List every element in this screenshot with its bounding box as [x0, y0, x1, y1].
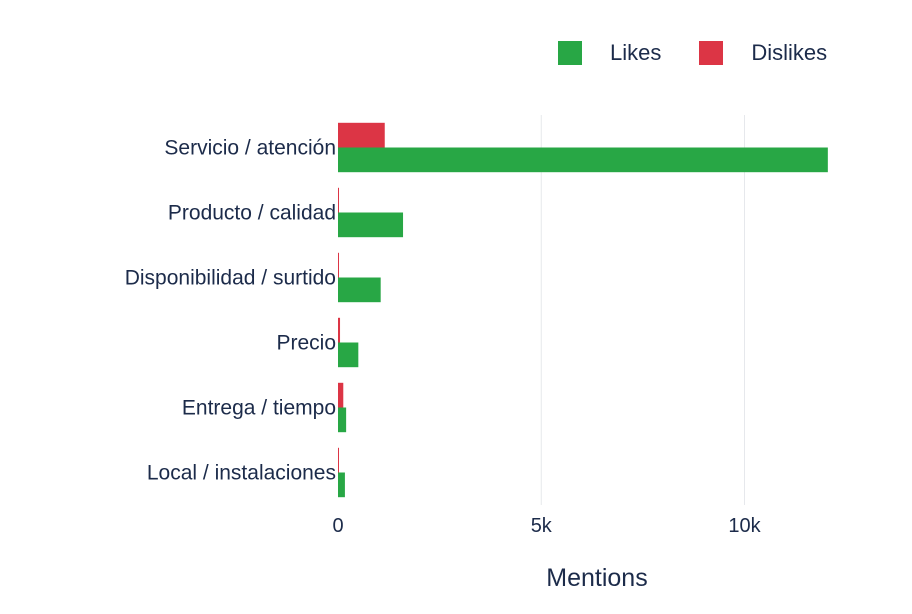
- category-labels: Servicio / atención Producto / calidad Dis…: [125, 137, 336, 485]
- category-label: Precio: [276, 332, 336, 355]
- bar-likes: [338, 407, 347, 433]
- legend-label-likes: Likes: [610, 40, 662, 65]
- legend-swatch-dislikes: [699, 41, 724, 65]
- x-tick-label: 0: [332, 515, 343, 537]
- legend-item-likes[interactable]: Likes: [558, 40, 661, 66]
- legend-swatch-likes: [558, 41, 582, 65]
- category-label: Disponibilidad / surtido: [125, 267, 336, 290]
- gridlines: [540, 115, 746, 505]
- category-label: Local / instalaciones: [147, 462, 336, 485]
- x-axis-title: Mentions: [546, 564, 647, 592]
- bar-dislikes: [338, 122, 385, 148]
- legend-item-dislikes[interactable]: Dislikes: [699, 40, 827, 66]
- category-label: Servicio / atención: [164, 137, 336, 160]
- x-tick-label: 10k: [728, 515, 761, 537]
- bar-likes: [338, 342, 359, 368]
- x-tick-label: 5k: [531, 515, 553, 537]
- bar-likes: [338, 277, 381, 303]
- bar-dislikes: [338, 382, 344, 408]
- bar-dislikes: [338, 252, 339, 278]
- bar-likes: [338, 472, 345, 498]
- category-label: Entrega / tiempo: [182, 397, 336, 420]
- legend-label-dislikes: Dislikes: [751, 40, 828, 65]
- bar-likes: [338, 147, 828, 173]
- bar-dislikes: [338, 447, 339, 473]
- bars: [338, 122, 828, 498]
- bar-likes: [338, 212, 404, 238]
- chart-legend: Likes Dislikes: [558, 40, 865, 66]
- x-tick-labels: 0 5k 10k: [332, 515, 761, 537]
- bar-dislikes: [338, 187, 339, 213]
- bar-dislikes: [338, 317, 341, 343]
- category-label: Producto / calidad: [168, 202, 336, 225]
